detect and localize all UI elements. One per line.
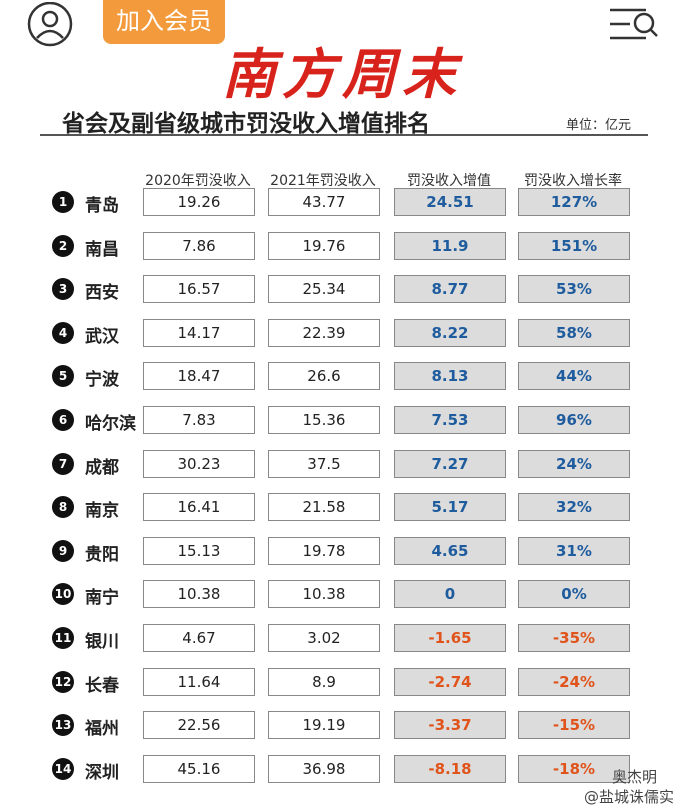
table-cell: 32% (518, 493, 630, 522)
table-cell: 151% (518, 231, 630, 260)
table-cell: 19.78 (268, 536, 380, 565)
city-name: 南宁 (85, 588, 119, 609)
rank-badge: 13 (52, 714, 74, 737)
table-cell: 43.77 (268, 188, 380, 216)
join-button[interactable]: 加入会员 (103, 0, 225, 44)
table-cell: 8.22 (394, 318, 506, 347)
watermark: 奥杰明 (612, 768, 658, 786)
city-name: 武汉 (85, 326, 119, 347)
table-cell: -24% (518, 667, 630, 696)
table-cell: 10.38 (143, 580, 255, 609)
rank-badge: 5 (52, 365, 74, 388)
table-cell: 0% (518, 580, 630, 609)
rank-badge: 1 (52, 191, 74, 213)
watermark: @盐城诛儒实 (584, 788, 675, 806)
table-cell: 22.39 (268, 318, 380, 347)
table-cell: 30.23 (143, 449, 255, 478)
column-header: 2021年罚没收入 (270, 173, 376, 189)
table-cell: 7.86 (143, 231, 255, 260)
table-cell: -1.65 (394, 624, 506, 652)
table-cell: 37.5 (268, 449, 380, 478)
table-cell: 8.77 (394, 275, 506, 304)
table-cell: 31% (518, 536, 630, 565)
table-cell: 45.16 (143, 754, 255, 783)
table-cell: -18% (518, 754, 630, 783)
city-name: 福州 (85, 719, 119, 740)
table-cell: 8.9 (268, 667, 380, 696)
rank-badge: 6 (52, 409, 74, 431)
rank-badge: 4 (52, 321, 74, 344)
city-name: 贵阳 (85, 544, 119, 565)
table-cell: 15.13 (143, 536, 255, 565)
unit: 单位：亿元 (566, 118, 632, 133)
table-cell: 44% (518, 362, 630, 391)
table-cell: 14.17 (143, 318, 255, 347)
city-name: 青岛 (85, 196, 119, 216)
table-cell: 53% (518, 275, 630, 304)
rank-badge: 11 (52, 627, 74, 649)
table-cell: 5.17 (394, 493, 506, 522)
table-cell: 3.02 (268, 624, 380, 652)
table-cell: -15% (518, 711, 630, 740)
table-cell: 4.65 (394, 536, 506, 565)
title: 省会及副省级城市罚没收入增值排名 (62, 111, 430, 137)
city-name: 银川 (85, 632, 119, 652)
table-cell: 18.47 (143, 362, 255, 391)
rank-badge: 10 (52, 583, 74, 606)
column-header: 2020年罚没收入 (145, 173, 251, 189)
city-name: 长春 (85, 675, 119, 696)
table-cell: 0 (394, 580, 506, 609)
table-cell: 96% (518, 406, 630, 434)
city-name: 西安 (85, 283, 119, 304)
table-cell: 22.56 (143, 711, 255, 740)
column-header: 罚没收入增值 (407, 173, 491, 189)
rank-badge: 7 (52, 452, 74, 475)
rank-badge: 12 (52, 670, 74, 693)
table-cell: 26.6 (268, 362, 380, 391)
table-cell: 24.51 (394, 188, 506, 216)
city-name: 哈尔滨 (85, 414, 136, 434)
column-header: 罚没收入增长率 (524, 173, 622, 189)
user-icon[interactable] (22, 2, 78, 48)
table-cell: 11.9 (394, 231, 506, 260)
logo: 南方周末 (222, 42, 462, 106)
rank-badge: 8 (52, 496, 74, 519)
table-cell: 19.19 (268, 711, 380, 740)
menu-search-icon[interactable] (606, 4, 662, 44)
rank-badge: 3 (52, 278, 74, 301)
rank-badge: 14 (52, 757, 74, 780)
table-cell: -2.74 (394, 667, 506, 696)
table-cell: 7.83 (143, 406, 255, 434)
table-cell: 16.57 (143, 275, 255, 304)
table-cell: 25.34 (268, 275, 380, 304)
city-name: 成都 (85, 457, 119, 478)
table-cell: -8.18 (394, 754, 506, 783)
table-cell: 19.26 (143, 188, 255, 216)
table-cell: 16.41 (143, 493, 255, 522)
table-cell: 58% (518, 318, 630, 347)
table-cell: 21.58 (268, 493, 380, 522)
table-cell: 15.36 (268, 406, 380, 434)
table-cell: 4.67 (143, 624, 255, 652)
city-name: 南昌 (85, 239, 119, 260)
city-name: 深圳 (85, 762, 119, 783)
city-name: 南京 (85, 501, 119, 522)
city-name: 宁波 (85, 370, 119, 391)
table-cell: 127% (518, 188, 630, 216)
rank-badge: 9 (52, 539, 74, 562)
table-cell: 11.64 (143, 667, 255, 696)
rule (40, 134, 648, 136)
table-cell: 7.53 (394, 406, 506, 434)
table-cell: 36.98 (268, 754, 380, 783)
table-cell: 19.76 (268, 231, 380, 260)
table-cell: 10.38 (268, 580, 380, 609)
table-cell: -3.37 (394, 711, 506, 740)
table-cell: 8.13 (394, 362, 506, 391)
table-cell: -35% (518, 624, 630, 652)
rank-badge: 2 (52, 234, 74, 257)
table-cell: 24% (518, 449, 630, 478)
table-cell: 7.27 (394, 449, 506, 478)
